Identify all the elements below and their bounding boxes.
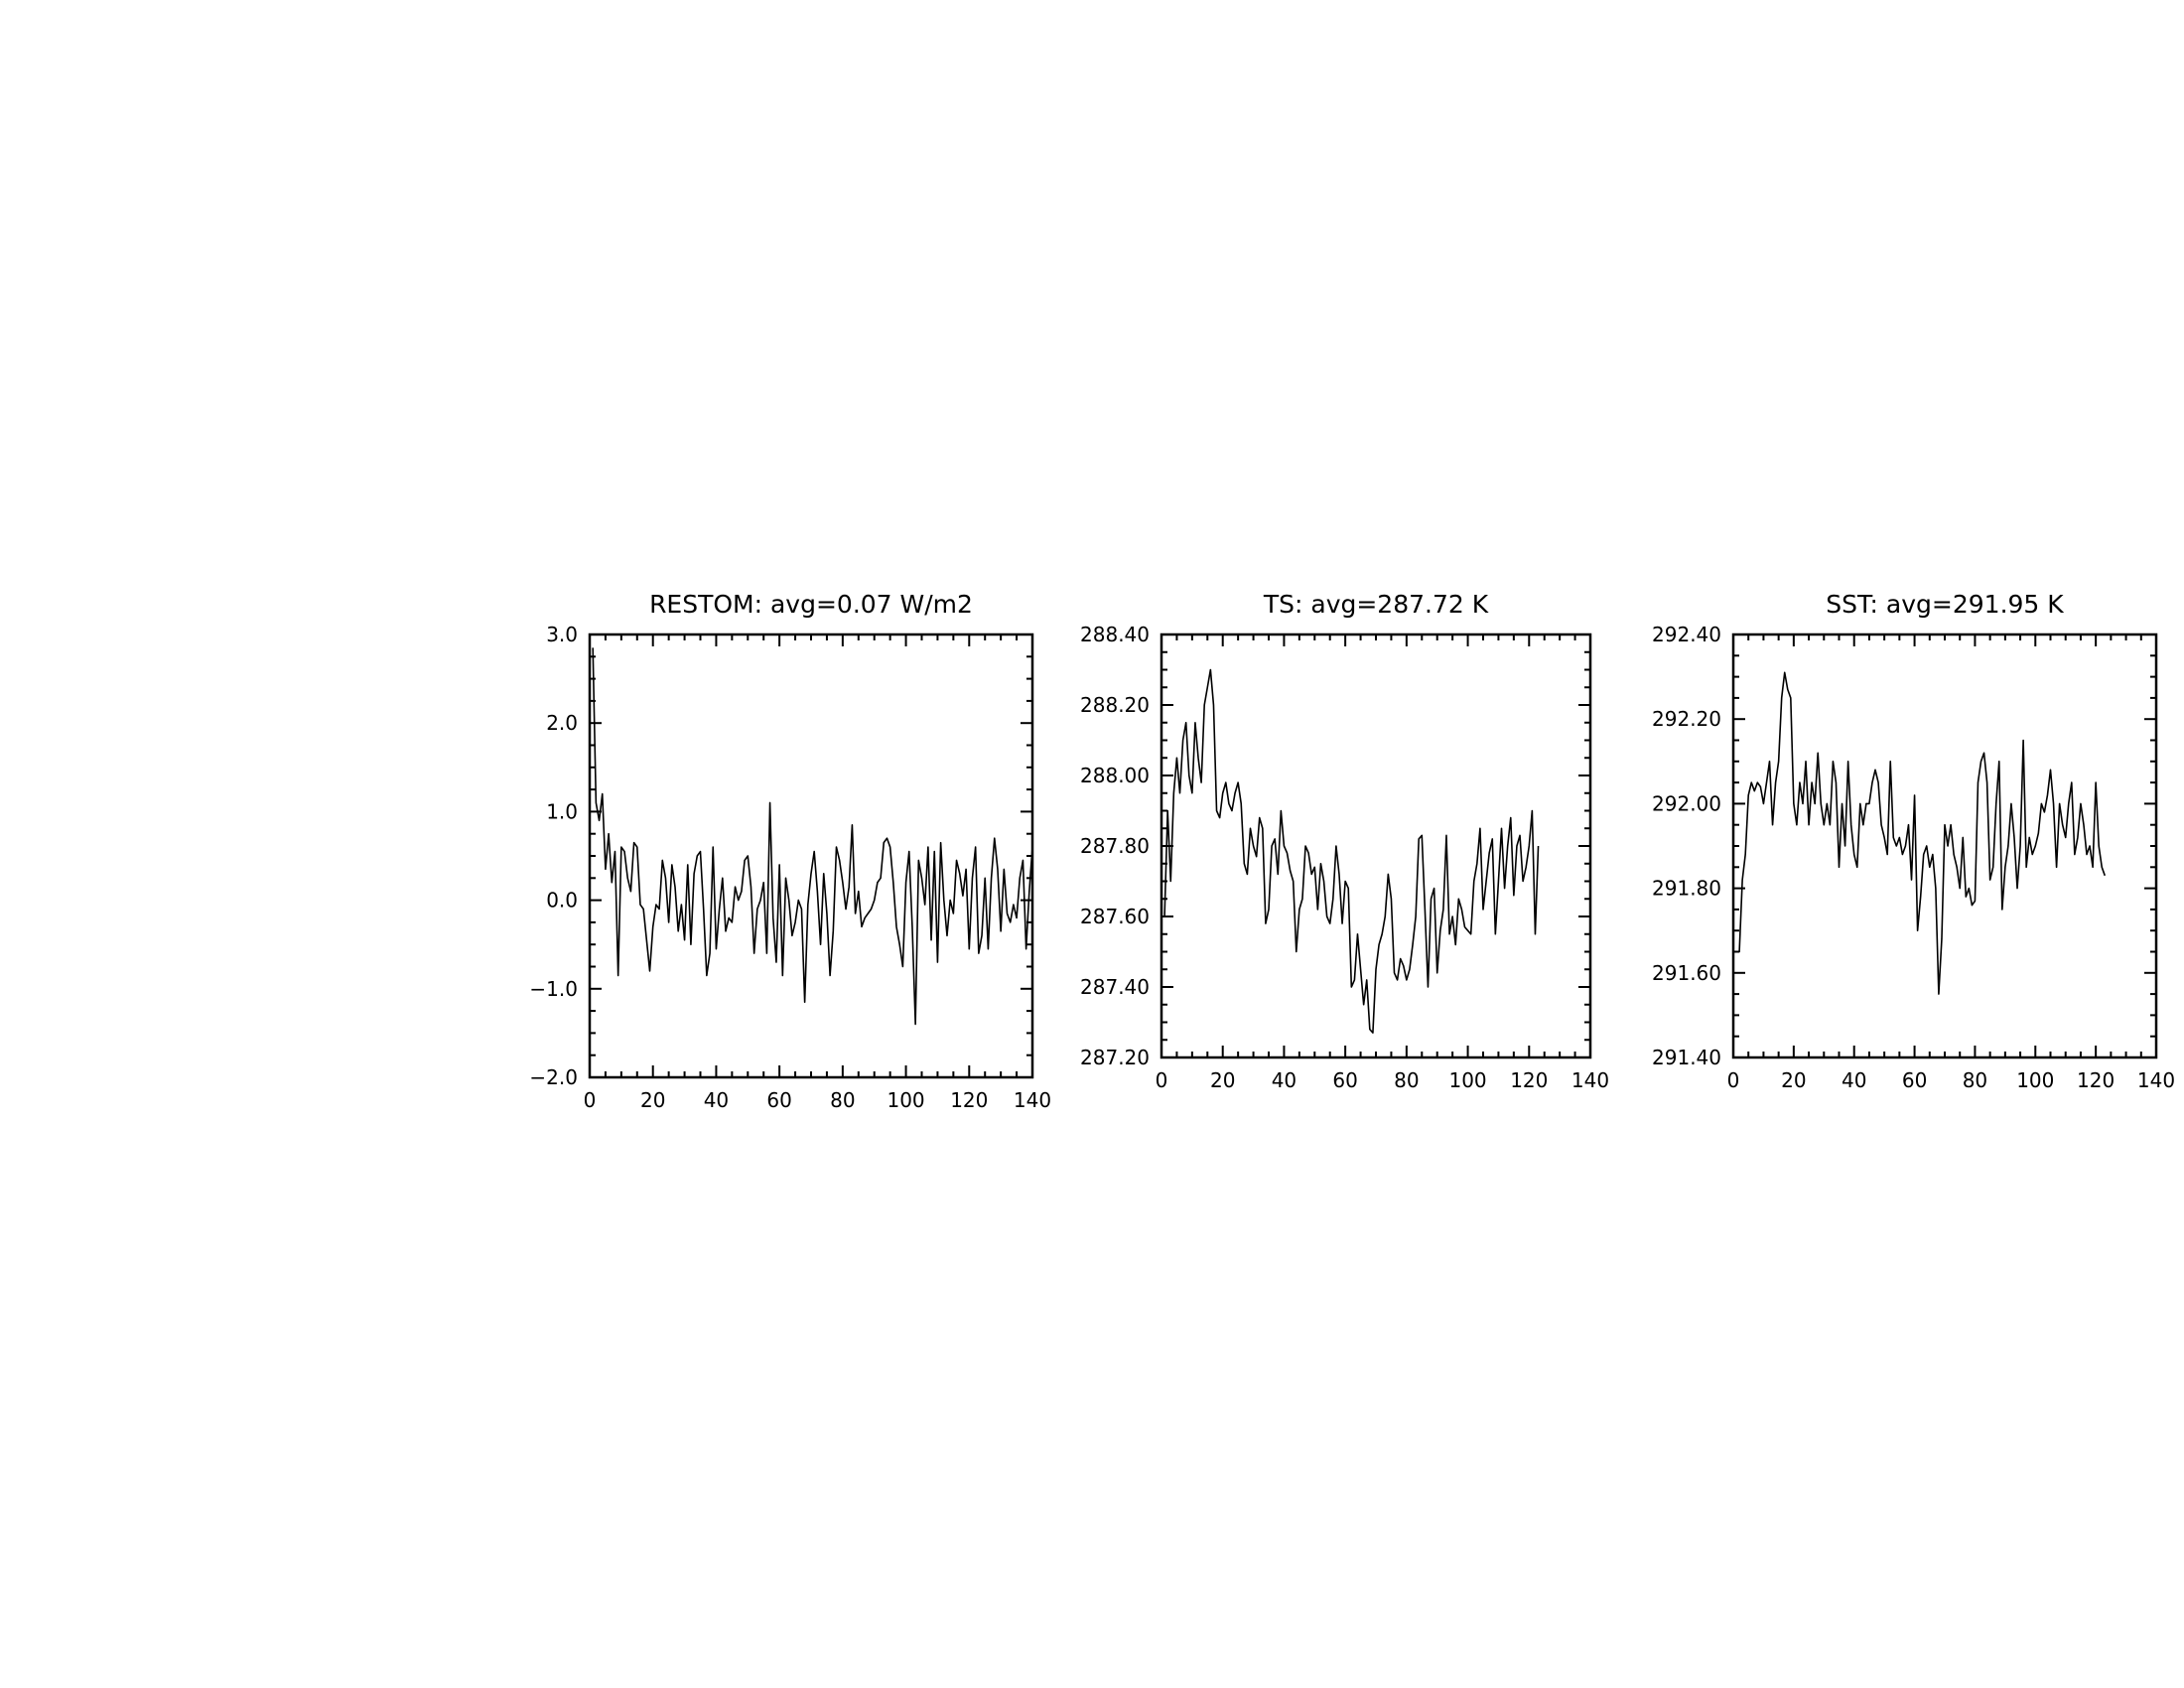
restom-y-tick-label: −1.0 [529, 977, 578, 1001]
sst-y-tick-label: 292.20 [1652, 707, 1721, 731]
sst-x-tick-label: 0 [1727, 1068, 1740, 1092]
restom-panel: RESTOM: avg=0.07 W/m2 0 20 40 60 80 100 120 140… [529, 590, 1051, 1112]
ts-x-tick-label: 80 [1394, 1068, 1419, 1092]
sst-ticks: 0 20 40 60 80 100 120 140 291.40 291.60 291.80 292.… [1652, 623, 2175, 1092]
restom-x-tick-label: 140 [1014, 1088, 1051, 1112]
restom-series-line [592, 647, 1033, 1026]
sst-x-tick-label: 60 [1902, 1068, 1927, 1092]
ts-y-tick-label: 287.40 [1080, 975, 1150, 999]
sst-title: SST: avg=291.95 K [1826, 590, 2064, 619]
restom-y-tick-label: 1.0 [546, 799, 578, 823]
ts-panel: TS: avg=287.72 K 0 20 40 60 80 100 120 140 287.2… [1080, 590, 1609, 1092]
ts-x-tick-label: 100 [1448, 1068, 1486, 1092]
restom-title: RESTOM: avg=0.07 W/m2 [649, 590, 973, 619]
restom-x-tick-label: 100 [887, 1088, 924, 1112]
restom-y-tick-label: 2.0 [546, 711, 578, 735]
ts-plot-frame [1160, 633, 1592, 1059]
sst-plot-frame [1731, 633, 2158, 1059]
ts-y-tick-label: 288.20 [1080, 693, 1150, 717]
ts-x-tick-label: 40 [1272, 1068, 1297, 1092]
ts-x-tick-label: 20 [1210, 1068, 1235, 1092]
restom-x-tick-label: 0 [584, 1088, 597, 1112]
ts-y-tick-label: 287.20 [1080, 1046, 1150, 1069]
ts-y-tick-label: 288.00 [1080, 764, 1150, 787]
sst-x-tick-label: 20 [1781, 1068, 1806, 1092]
ts-x-tick-label: 120 [1510, 1068, 1548, 1092]
ts-y-tick-label: 287.80 [1080, 834, 1150, 858]
restom-x-tick-label: 40 [704, 1088, 729, 1112]
restom-x-tick-label: 80 [830, 1088, 855, 1112]
ts-x-tick-label: 60 [1332, 1068, 1357, 1092]
sst-x-tick-label: 80 [1963, 1068, 1987, 1092]
ts-x-tick-label: 140 [1571, 1068, 1609, 1092]
sst-y-tick-label: 292.00 [1652, 791, 1721, 815]
sst-x-tick-label: 120 [2077, 1068, 2115, 1092]
ts-y-tick-label: 287.60 [1080, 905, 1150, 928]
sst-y-tick-label: 291.40 [1652, 1046, 1721, 1069]
restom-x-tick-label: 60 [766, 1088, 791, 1112]
sst-x-tick-label: 40 [1842, 1068, 1866, 1092]
ts-title: TS: avg=287.72 K [1263, 590, 1489, 619]
ts-x-tick-label: 0 [1156, 1068, 1168, 1092]
restom-ticks: 0 20 40 60 80 100 120 140 −2.0 −1.0 0.0 1.0 2.0 3.0 [529, 623, 1051, 1112]
restom-plot-frame [588, 633, 1034, 1079]
ts-series-line [1163, 668, 1540, 1034]
sst-x-tick-label: 140 [2137, 1068, 2175, 1092]
sst-series-line [1736, 671, 2107, 995]
sst-y-tick-label: 291.60 [1652, 961, 1721, 985]
restom-y-tick-label: 3.0 [546, 623, 578, 646]
ts-ticks: 0 20 40 60 80 100 120 140 287.20 287.40 287.60 287.… [1080, 623, 1609, 1092]
sst-y-tick-label: 292.40 [1652, 623, 1721, 646]
restom-x-tick-label: 20 [640, 1088, 665, 1112]
ts-y-tick-label: 288.40 [1080, 623, 1150, 646]
restom-y-tick-label: −2.0 [529, 1065, 578, 1089]
restom-x-tick-label: 120 [950, 1088, 988, 1112]
sst-panel: SST: avg=291.95 K 0 20 40 60 80 100 120 140 291.… [1652, 590, 2175, 1092]
restom-y-tick-label: 0.0 [546, 889, 578, 913]
sst-x-tick-label: 100 [2016, 1068, 2054, 1092]
sst-y-tick-label: 291.80 [1652, 877, 1721, 901]
